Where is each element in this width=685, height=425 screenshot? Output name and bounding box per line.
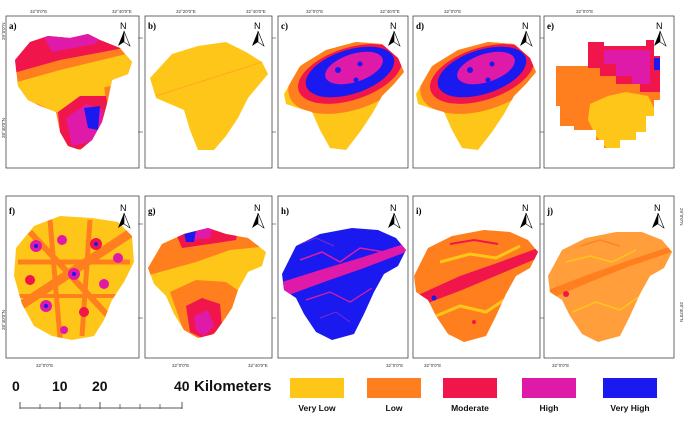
- scale-tick-label: 0: [12, 378, 20, 394]
- panel-label-e: e): [547, 21, 554, 31]
- legend-item-very-high: Very High: [590, 378, 670, 413]
- scale-bar: 0 10 20 40: [10, 376, 190, 416]
- scale-tick-label: 40: [174, 378, 190, 394]
- svg-text:N: N: [390, 21, 397, 31]
- svg-text:N: N: [522, 21, 529, 31]
- panel-label-b: b): [148, 21, 156, 31]
- svg-text:N: N: [390, 203, 397, 213]
- north-arrow-icon: N: [654, 21, 667, 47]
- scale-bar-line: [19, 402, 183, 409]
- coord-label: 29°0'0"N: [679, 208, 684, 226]
- coord-label: 32°0'0"E: [36, 363, 53, 368]
- map-grid: a) b) c) d) e) f) g) h) i) j) N N N N N …: [1, 9, 684, 368]
- legend-swatch: [522, 378, 576, 398]
- north-arrow-icon: N: [252, 21, 265, 47]
- coord-label: 32°0'0"E: [576, 9, 593, 14]
- scale-tick-label: 10: [52, 378, 68, 394]
- panel-label-j: j): [546, 206, 553, 216]
- panel-label-i: i): [416, 206, 422, 216]
- panel-label-f: f): [9, 206, 15, 216]
- coord-label: 32°40'0"E: [380, 9, 400, 14]
- legend-item-very-low: Very Low: [277, 378, 357, 413]
- legend-label: Very Low: [298, 403, 336, 413]
- north-arrow-icon: N: [388, 203, 401, 229]
- north-arrow-icon: N: [252, 203, 265, 229]
- legend-swatch: [290, 378, 344, 398]
- north-arrow-icon: N: [520, 203, 533, 229]
- svg-text:N: N: [656, 21, 663, 31]
- svg-text:N: N: [654, 203, 661, 213]
- panel-label-a: a): [9, 21, 17, 31]
- legend-label: High: [539, 403, 559, 413]
- coord-label: 32°0'0"E: [424, 363, 441, 368]
- north-arrow-icon: N: [118, 21, 131, 47]
- coord-label: 32°0'0"E: [552, 363, 569, 368]
- svg-text:N: N: [120, 203, 127, 213]
- svg-text:N: N: [254, 203, 261, 213]
- frame-ticks: [138, 37, 544, 319]
- coord-label: 32°40'0"E: [248, 363, 268, 368]
- coord-label: 32°0'0"E: [306, 9, 323, 14]
- scale-bar-unit: Kilometers: [194, 378, 272, 395]
- north-arrow-icon: N: [652, 203, 665, 229]
- coord-label: 32°0'0"E: [386, 363, 403, 368]
- legend-item-low: Low: [354, 378, 434, 413]
- coord-label: 28°40'0"N: [679, 302, 684, 322]
- north-arrow-icon: N: [520, 21, 533, 47]
- north-arrow-icon: N: [388, 21, 401, 47]
- svg-text:N: N: [522, 203, 529, 213]
- panel-label-h: h): [281, 206, 289, 216]
- coord-label: 29°0'0"N: [1, 22, 6, 40]
- coord-label: 32°0'0"E: [444, 9, 461, 14]
- legend-item-moderate: Moderate: [430, 378, 510, 413]
- legend-item-high: High: [509, 378, 589, 413]
- legend-swatch: [367, 378, 421, 398]
- svg-text:N: N: [254, 21, 261, 31]
- legend-swatch: [603, 378, 657, 398]
- panel-label-c: c): [281, 21, 288, 31]
- legend-swatch: [443, 378, 497, 398]
- svg-text:N: N: [120, 21, 127, 31]
- north-arrow-icon: N: [118, 203, 131, 229]
- panel-label-d: d): [416, 21, 424, 31]
- scale-tick-label: 20: [92, 378, 108, 394]
- legend-label: Low: [385, 403, 403, 413]
- coord-label: 32°0'0"E: [172, 363, 189, 368]
- panel-label-g: g): [148, 206, 156, 216]
- coord-label: 32°40'0"E: [112, 9, 132, 14]
- coord-label: 28°40'0"N: [1, 118, 6, 138]
- coord-label: 32°0'0"E: [30, 9, 47, 14]
- coord-label: 32°40'0"E: [246, 9, 266, 14]
- coord-label: 32°20'0"E: [176, 9, 196, 14]
- legend-label: Very High: [610, 403, 650, 413]
- coord-label: 28°40'0"N: [1, 310, 6, 330]
- map-f: [14, 216, 134, 340]
- legend-label: Moderate: [451, 403, 489, 413]
